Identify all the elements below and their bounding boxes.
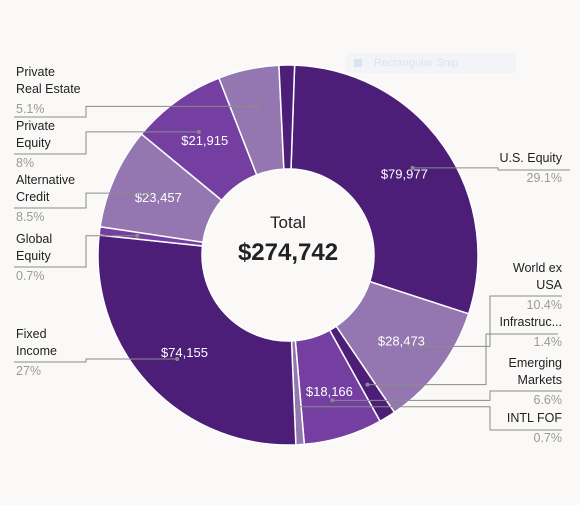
slice-name-alternative-credit: Credit xyxy=(16,190,50,204)
slice-name-u-s-equity: U.S. Equity xyxy=(499,151,562,165)
value-label-u-s-equity: $79,977 xyxy=(381,167,428,182)
center-title: Total xyxy=(270,213,306,232)
leader-dot-intl-fof xyxy=(295,404,300,409)
leader-line-emerging-markets xyxy=(332,390,562,401)
slice-unlabeled[interactable] xyxy=(278,64,296,170)
snip-label: Rectangular Snip xyxy=(374,57,459,69)
leader-dot-infrastruc xyxy=(365,382,370,387)
slice-name-emerging-markets: Emerging xyxy=(509,356,563,370)
leader-line-alternative-credit xyxy=(14,192,150,209)
slice-percent-global-equity: 0.7% xyxy=(16,269,45,283)
slice-name-emerging-markets: Markets xyxy=(518,373,562,387)
slice-percent-u-s-equity: 29.1% xyxy=(527,171,562,185)
value-label-private-equity: $21,915 xyxy=(181,133,228,148)
leader-dot-u-s-equity xyxy=(410,165,415,170)
slice-name-global-equity: Global xyxy=(16,232,52,246)
slice-name-global-equity: Equity xyxy=(16,249,51,263)
leader-line-world-ex-usa xyxy=(409,295,562,347)
leader-dot-private-equity xyxy=(196,129,201,134)
slice-percent-world-ex-usa: 10.4% xyxy=(527,298,562,312)
value-label-fixed-income: $74,155 xyxy=(161,345,208,360)
leader-line-private-real-estate xyxy=(14,105,257,118)
leader-line-fixed-income xyxy=(14,358,178,363)
slice-name-private-real-estate: Private xyxy=(16,65,55,79)
leader-line-private-equity xyxy=(14,131,199,155)
leader-line-global-equity xyxy=(14,235,138,268)
slice-name-private-equity: Private xyxy=(16,119,55,133)
slice-percent-intl-fof: 0.7% xyxy=(534,431,563,445)
value-label-emerging-markets: $18,166 xyxy=(306,384,353,399)
leader-dot-global-equity xyxy=(135,233,140,238)
slice-name-private-real-estate: Real Estate xyxy=(16,82,81,96)
leader-dot-emerging-markets xyxy=(330,398,335,403)
leader-line-intl-fof xyxy=(297,406,562,431)
leader-dot-alternative-credit xyxy=(147,191,152,196)
center-total-value: $274,742 xyxy=(238,239,338,266)
leader-line-u-s-equity xyxy=(412,167,570,171)
slice-percent-emerging-markets: 6.6% xyxy=(534,393,563,407)
snip-icon xyxy=(354,59,362,68)
value-label-alternative-credit: $23,457 xyxy=(135,190,182,205)
slice-name-alternative-credit: Alternative xyxy=(16,173,75,187)
slice-fixed-income[interactable] xyxy=(97,234,297,446)
slice-percent-fixed-income: 27% xyxy=(16,364,41,378)
slice-name-world-ex-usa: USA xyxy=(536,278,562,292)
slice-name-fixed-income: Fixed xyxy=(16,327,47,341)
leader-dot-private-real-estate xyxy=(254,104,259,109)
leader-dot-fixed-income xyxy=(175,357,180,362)
slice-name-intl-fof: INTL FOF xyxy=(507,411,562,425)
rectangular-snip-control[interactable]: Rectangular Snip xyxy=(346,53,516,73)
slice-name-fixed-income: Income xyxy=(16,344,57,358)
donut-slices xyxy=(97,64,479,446)
slice-percent-alternative-credit: 8.5% xyxy=(16,210,45,224)
slice-name-infrastruc: Infrastruc... xyxy=(499,315,562,329)
slice-name-world-ex-usa: World ex xyxy=(513,261,563,275)
slice-name-private-equity: Equity xyxy=(16,136,51,150)
slice-percent-infrastruc: 1.4% xyxy=(534,335,563,349)
leader-dot-world-ex-usa xyxy=(407,344,412,349)
value-label-world-ex-usa: $28,473 xyxy=(378,333,425,348)
slice-percent-private-real-estate: 5.1% xyxy=(16,102,45,116)
slice-u-s-equity[interactable] xyxy=(290,64,479,315)
leader-line-infrastruc xyxy=(367,333,558,386)
slice-percent-private-equity: 8% xyxy=(16,156,34,170)
